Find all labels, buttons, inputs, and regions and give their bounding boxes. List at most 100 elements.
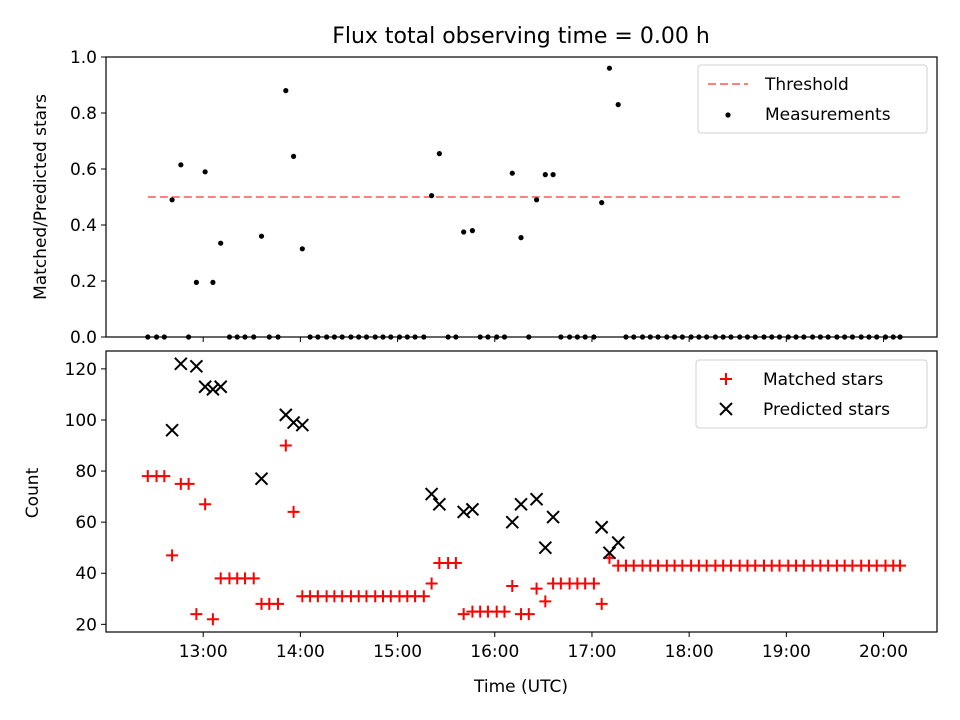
count-y-tick-label: 120 <box>65 360 97 380</box>
matched-star-point <box>417 590 430 603</box>
measurements-legend-marker <box>725 112 731 118</box>
predicted-star-point <box>206 382 220 397</box>
count-marks <box>141 357 907 626</box>
count-panel: 20 40 60 80 100 120 13:00 14:00 15:00 16:00 17:00… <box>23 350 938 697</box>
measurement-point <box>202 169 208 175</box>
predicted-star-point <box>189 359 204 374</box>
count-y-ticks: 20 40 60 80 100 120 <box>65 360 106 635</box>
ratio-axes-frame <box>105 56 938 338</box>
count-legend: Matched stars Predicted stars <box>695 359 928 429</box>
matched-star-point <box>530 582 543 595</box>
predicted-star-point <box>505 515 519 529</box>
measurement-point <box>615 102 621 108</box>
predicted-star-point <box>611 535 625 550</box>
ratio-y-axis-label: Matched/Predicted stars <box>31 94 51 300</box>
predicted-star-point <box>295 418 310 432</box>
matched-star-point <box>166 549 179 562</box>
count-axes-frame <box>105 350 938 633</box>
count-y-tick-label: 40 <box>75 564 97 584</box>
measurement-point <box>542 172 548 178</box>
count-y-tick-label: 80 <box>75 462 97 482</box>
predicted-star-point <box>465 502 480 517</box>
measurement-point <box>550 172 556 178</box>
matched-star-point <box>272 597 285 610</box>
measurement-point <box>599 200 605 206</box>
measurement-point <box>210 279 216 285</box>
matched-star-point <box>498 605 511 618</box>
count-y-tick-label: 20 <box>75 615 97 635</box>
matched-star-point <box>190 608 203 621</box>
x-tick-label: 19:00 <box>762 642 811 662</box>
x-axis-label: Time (UTC) <box>473 677 568 697</box>
predicted-star-point <box>198 380 212 394</box>
chart-title: Flux total observing time = 0.00 h <box>332 24 710 49</box>
measurement-point <box>283 88 289 94</box>
measurement-point <box>428 193 435 199</box>
measurement-point <box>178 162 184 168</box>
matched-star-point <box>425 577 438 590</box>
ratio-y-tick-label: 0.0 <box>70 328 97 348</box>
predicted-star-point <box>254 472 269 486</box>
measurement-point <box>299 246 305 252</box>
matched-star-point <box>158 470 171 483</box>
matched-star-point <box>595 597 608 610</box>
predicted-star-point <box>529 492 544 506</box>
predicted-star-point <box>424 487 439 501</box>
ratio-y-tick-label: 0.8 <box>70 104 97 124</box>
count-y-axis-label: Count <box>23 467 43 518</box>
matched-star-point <box>506 580 519 593</box>
measurement-point <box>169 197 175 203</box>
predicted-legend-label: Predicted stars <box>763 400 890 420</box>
matched-star-point <box>199 498 212 511</box>
x-tick-label: 13:00 <box>179 642 228 662</box>
ratio-y-tick-label: 0.4 <box>70 216 97 236</box>
predicted-star-point <box>546 510 560 524</box>
predicted-star-point <box>538 540 553 555</box>
matched-star-point <box>206 613 219 626</box>
ratio-panel: 0.0 0.2 0.4 0.6 0.8 1.0 Matched/Predicted sta… <box>31 48 938 348</box>
predicted-star-point <box>432 497 447 511</box>
ratio-legend: Threshold Measurements <box>697 64 928 134</box>
ratio-x-ticks <box>202 337 885 342</box>
measurement-point <box>461 229 467 235</box>
measurement-point <box>469 228 476 234</box>
ratio-y-ticks: 0.0 0.2 0.4 0.6 0.8 1.0 <box>70 48 106 348</box>
matched-legend-marker <box>720 373 732 385</box>
predicted-star-point <box>286 415 301 430</box>
x-tick-label: 15:00 <box>373 642 422 662</box>
count-y-tick-label: 60 <box>75 513 97 533</box>
matched-star-point <box>587 577 600 590</box>
measurement-point <box>606 65 613 71</box>
count-x-ticks: 13:00 14:00 15:00 16:00 17:00 18:00 19:00 20:00 <box>179 632 908 662</box>
ratio-legend-box <box>697 64 928 134</box>
x-tick-label: 16:00 <box>470 642 519 662</box>
matched-legend-label: Matched stars <box>763 370 883 390</box>
measurement-point <box>193 279 199 285</box>
count-y-tick-label: 100 <box>65 411 97 431</box>
matched-star-point <box>539 595 552 608</box>
predicted-star-point <box>213 380 228 394</box>
measurement-point <box>218 240 224 246</box>
ratio-y-tick-label: 0.2 <box>70 272 97 292</box>
measurement-point <box>518 235 524 241</box>
matched-star-point <box>449 557 462 570</box>
predicted-star-point <box>602 546 617 560</box>
matched-star-point <box>182 477 195 490</box>
ratio-y-tick-label: 0.6 <box>70 160 97 180</box>
measurement-point <box>533 197 540 203</box>
measurement-point <box>509 170 515 176</box>
ratio-y-tick-label: 1.0 <box>70 48 97 68</box>
count-legend-box <box>695 359 928 429</box>
matched-star-point <box>457 608 470 621</box>
predicted-star-point <box>514 497 528 511</box>
predicted-star-point <box>456 505 471 519</box>
matched-star-point <box>522 608 535 621</box>
matched-star-point <box>247 572 260 585</box>
predicted-star-point <box>165 423 179 437</box>
threshold-legend-label: Threshold <box>764 75 849 95</box>
x-tick-label: 18:00 <box>665 642 714 662</box>
x-tick-label: 14:00 <box>276 642 325 662</box>
predicted-star-point <box>594 520 609 534</box>
matched-star-point <box>894 559 907 572</box>
